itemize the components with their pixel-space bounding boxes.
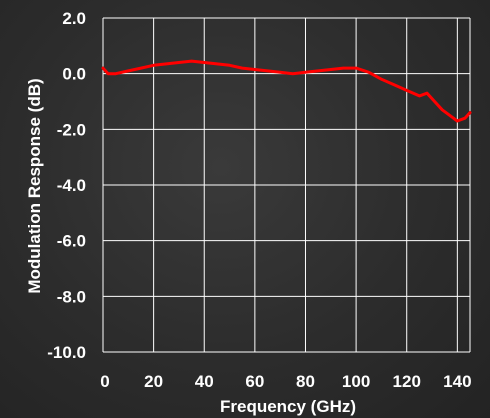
x-tick-label: 0 <box>100 372 109 391</box>
x-tick-label: 20 <box>144 372 163 391</box>
y-tick-label: -10.0 <box>47 343 86 362</box>
y-tick-label: -4.0 <box>57 176 86 195</box>
y-axis-label: Modulation Response (dB) <box>25 78 44 293</box>
x-tick-labels: 0 20 40 60 80 100 120 140 <box>100 372 471 391</box>
grid <box>102 17 471 353</box>
x-tick-label: 80 <box>296 372 315 391</box>
x-axis-label: Frequency (GHz) <box>220 397 356 416</box>
y-tick-labels: 2.0 0.0 -2.0 -4.0 -6.0 -8.0 -10.0 <box>47 9 86 362</box>
y-tick-label: -8.0 <box>57 287 86 306</box>
y-tick-label: -2.0 <box>57 120 86 139</box>
y-tick-label: -6.0 <box>57 232 86 251</box>
x-tick-label: 120 <box>393 372 421 391</box>
x-tick-label: 140 <box>443 372 471 391</box>
x-tick-label: 40 <box>195 372 214 391</box>
x-tick-label: 60 <box>245 372 264 391</box>
y-tick-label: 0.0 <box>62 65 86 84</box>
x-tick-label: 100 <box>342 372 370 391</box>
y-tick-label: 2.0 <box>62 9 86 28</box>
series-line <box>101 59 472 123</box>
